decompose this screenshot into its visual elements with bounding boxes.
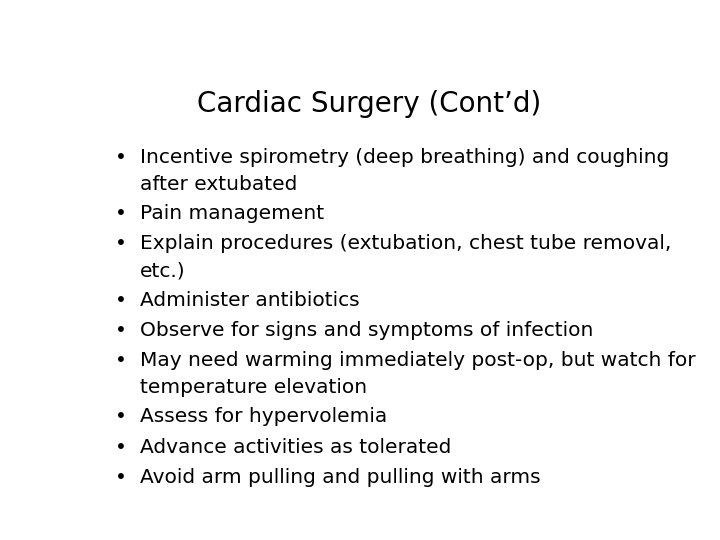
- Text: •: •: [115, 234, 127, 253]
- Text: •: •: [115, 438, 127, 457]
- Text: Cardiac Surgery (Cont’d): Cardiac Surgery (Cont’d): [197, 90, 541, 118]
- Text: Observe for signs and symptoms of infection: Observe for signs and symptoms of infect…: [140, 321, 593, 340]
- Text: •: •: [115, 407, 127, 427]
- Text: •: •: [115, 204, 127, 223]
- Text: •: •: [115, 148, 127, 167]
- Text: Assess for hypervolemia: Assess for hypervolemia: [140, 407, 387, 427]
- Text: •: •: [115, 468, 127, 487]
- Text: Avoid arm pulling and pulling with arms: Avoid arm pulling and pulling with arms: [140, 468, 541, 487]
- Text: Administer antibiotics: Administer antibiotics: [140, 291, 360, 309]
- Text: temperature elevation: temperature elevation: [140, 379, 367, 397]
- Text: •: •: [115, 291, 127, 309]
- Text: May need warming immediately post-op, but watch for: May need warming immediately post-op, bu…: [140, 352, 696, 370]
- Text: after extubated: after extubated: [140, 175, 297, 194]
- Text: Incentive spirometry (deep breathing) and coughing: Incentive spirometry (deep breathing) an…: [140, 148, 670, 167]
- Text: Explain procedures (extubation, chest tube removal,: Explain procedures (extubation, chest tu…: [140, 234, 672, 253]
- Text: Pain management: Pain management: [140, 204, 324, 223]
- Text: Advance activities as tolerated: Advance activities as tolerated: [140, 438, 451, 457]
- Text: •: •: [115, 321, 127, 340]
- Text: etc.): etc.): [140, 261, 186, 280]
- Text: •: •: [115, 352, 127, 370]
